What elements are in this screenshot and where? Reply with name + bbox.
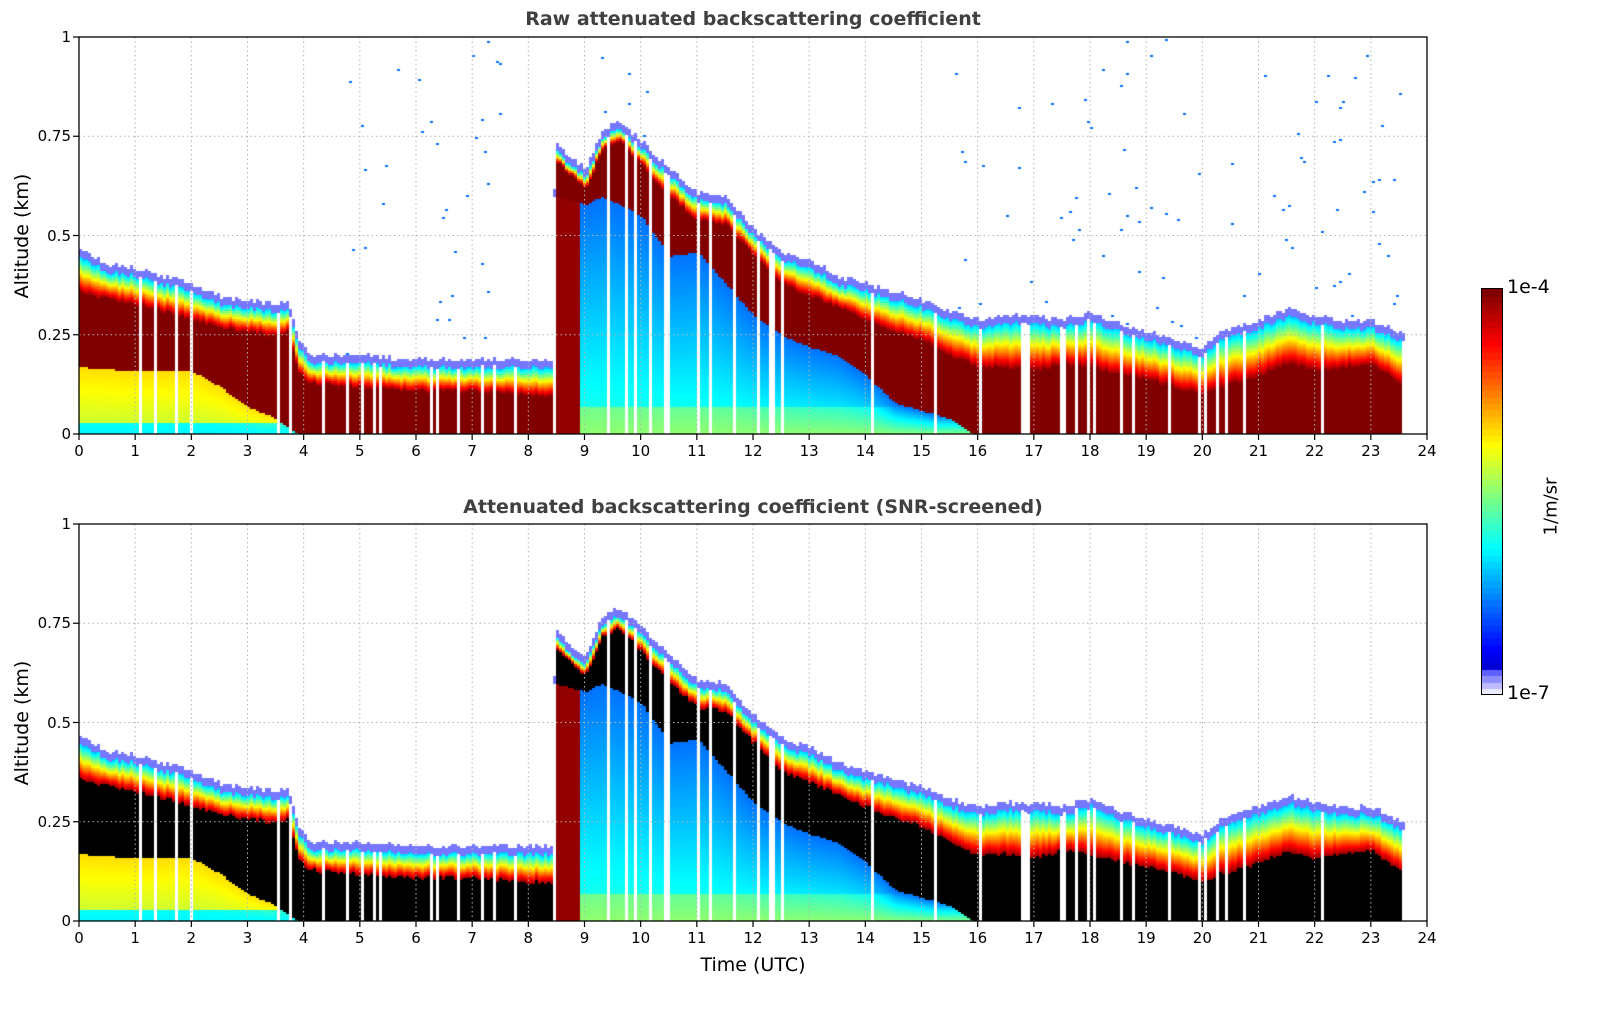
y-tick-label: 0.5: [47, 226, 71, 245]
bottom-panel-title: Attenuated backscattering coefficient (S…: [463, 496, 1043, 518]
x-tick-label: 2: [186, 929, 197, 947]
x-tick-label: 0: [74, 929, 84, 947]
x-tick-label: 24: [1417, 442, 1437, 460]
x-tick-label: 5: [355, 442, 365, 460]
x-tick-label: 5: [355, 929, 365, 947]
x-tick-label: 22: [1305, 929, 1325, 947]
x-tick-label: 6: [411, 442, 421, 460]
x-tick-label: 13: [799, 929, 819, 947]
x-tick-label: 13: [799, 442, 819, 460]
x-tick-label: 17: [1024, 929, 1044, 947]
x-tick-label: 9: [579, 442, 590, 460]
x-tick-label: 21: [1248, 442, 1269, 460]
x-tick-label: 14: [855, 442, 875, 460]
x-tick-label: 16: [968, 442, 988, 460]
x-tick-label: 3: [242, 442, 253, 460]
x-tick-label: 12: [743, 442, 763, 460]
top-panel-title: Raw attenuated backscattering coefficien…: [525, 8, 981, 30]
y-tick-label: 0.75: [37, 614, 71, 633]
x-tick-label: 18: [1080, 929, 1100, 947]
colorbar-max-label: 1e-4: [1507, 276, 1550, 298]
x-tick-label: 4: [298, 442, 309, 460]
x-tick-label: 15: [911, 442, 932, 460]
y-tick-label: 0: [61, 425, 71, 443]
x-tick-label: 0: [74, 442, 84, 460]
y-tick-label: 0: [61, 912, 71, 930]
x-tick-label: 9: [579, 929, 590, 947]
x-tick-label: 8: [523, 442, 534, 460]
x-tick-label: 10: [631, 929, 651, 947]
x-tick-label: 17: [1024, 442, 1044, 460]
x-tick-label: 22: [1305, 442, 1325, 460]
x-tick-label: 24: [1417, 929, 1437, 947]
colorbar: [1481, 288, 1503, 695]
x-tick-label: 10: [631, 442, 651, 460]
y-tick-label: 0.25: [37, 325, 71, 344]
x-tick-label: 7: [467, 929, 477, 947]
colorbar-min-label: 1e-7: [1507, 682, 1550, 704]
x-tick-label: 19: [1136, 929, 1156, 947]
x-tick-label: 6: [411, 929, 421, 947]
x-tick-label: 23: [1361, 442, 1381, 460]
y-tick-label: 0.25: [37, 812, 71, 831]
x-tick-label: 18: [1080, 442, 1100, 460]
x-tick-label: 11: [687, 442, 707, 460]
x-tick-label: 23: [1361, 929, 1381, 947]
x-tick-label: 20: [1192, 929, 1212, 947]
x-tick-label: 2: [186, 442, 197, 460]
y-tick-label: 1: [61, 28, 71, 46]
x-tick-label: 8: [523, 929, 534, 947]
x-tick-label: 15: [911, 929, 932, 947]
x-tick-label: 14: [855, 929, 875, 947]
y-tick-label: 0.5: [47, 713, 71, 732]
x-tick-label: 12: [743, 929, 763, 947]
x-tick-label: 20: [1192, 442, 1212, 460]
x-tick-label: 1: [130, 442, 140, 460]
x-tick-label: 4: [298, 929, 309, 947]
x-tick-label: 1: [130, 929, 140, 947]
bottom-panel-xlabel: Time (UTC): [700, 954, 806, 976]
y-tick-label: 1: [61, 515, 71, 533]
x-tick-label: 19: [1136, 442, 1156, 460]
x-tick-label: 11: [687, 929, 707, 947]
colorbar-unit-label: 1/m/sr: [1540, 477, 1562, 536]
y-tick-label: 0.75: [37, 127, 71, 146]
x-tick-label: 21: [1248, 929, 1269, 947]
x-tick-label: 16: [968, 929, 988, 947]
x-tick-label: 3: [242, 929, 253, 947]
x-tick-label: 7: [467, 442, 477, 460]
